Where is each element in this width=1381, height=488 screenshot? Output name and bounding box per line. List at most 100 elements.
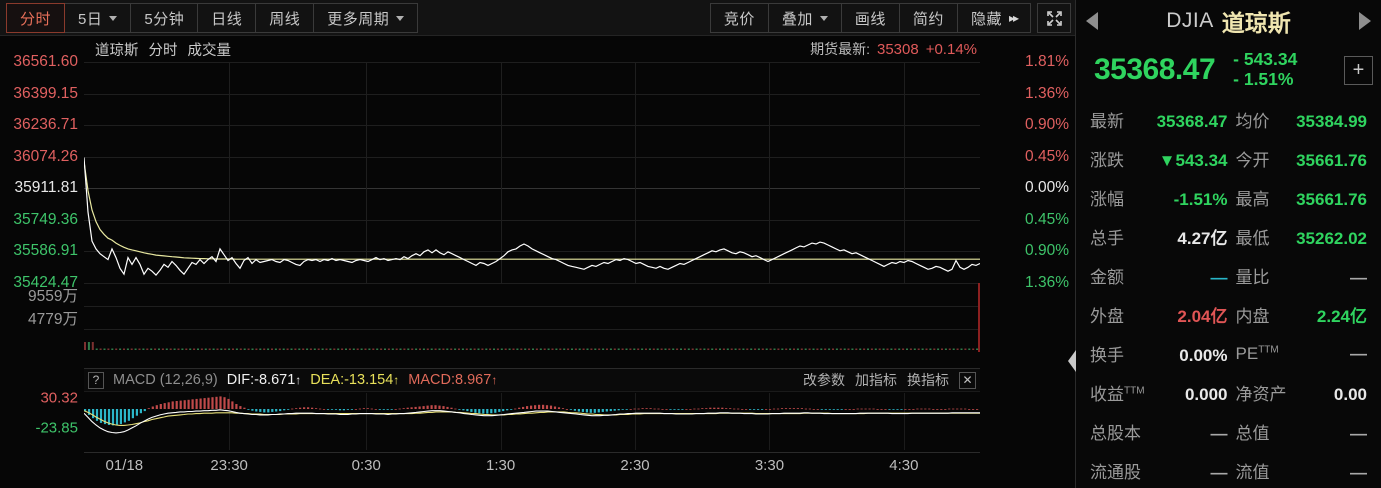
macd-histogram-bar [342,409,345,411]
macd-histogram-bar [95,409,99,421]
macd-histogram-bar [641,408,644,409]
price-tick-2: 36236.71 [13,116,78,134]
volume-bar [173,348,176,350]
volume-bar [500,348,503,350]
period-button-label: 分时 [20,10,52,28]
tool-button-3[interactable]: 简约 [899,3,958,33]
volume-bar [695,348,698,350]
next-stock-arrow-icon[interactable] [1359,12,1371,30]
volume-tick-1: 4779万 [28,311,78,328]
quote-row: 外盘 2.04亿 内盘 2.24亿 [1090,295,1369,334]
volume-bar [220,348,223,350]
macd-histogram-bar [115,409,119,425]
macd-histogram-bar [932,409,935,410]
macd-histogram-bar [749,409,752,410]
add-indicator-button[interactable]: 加指标 [855,372,897,388]
macd-histogram-bar [474,409,477,413]
toolbar-tools-group: 竞价 叠加 画线 简约 隐藏 ▸▸ [704,0,1075,35]
tool-button-0[interactable]: 竞价 [709,3,769,33]
tool-button-2[interactable]: 画线 [841,3,900,33]
volume-bar [629,348,632,350]
volume-bar [890,348,893,350]
add-to-watchlist-button[interactable]: + [1344,55,1373,85]
macd-histogram-bar [725,408,728,409]
macd-histogram-bar [275,409,278,412]
quote-label-right: 净资产 [1235,385,1287,404]
period-button-0[interactable]: 分时 [6,3,66,33]
volume-bar [259,348,262,350]
volume-bar [329,348,332,350]
macd-gridline [903,393,905,450]
macd-histogram-bar [139,409,142,414]
macd-histogram-bar [737,408,740,410]
period-button-2[interactable]: 5分钟 [131,3,199,33]
volume-bar [789,348,792,350]
volume-bar [902,348,905,350]
help-icon[interactable]: ? [88,371,104,389]
tool-button-4[interactable]: 隐藏 ▸▸ [957,3,1031,33]
panel-collapse-handle[interactable] [1067,340,1076,382]
volume-bar [504,348,507,350]
macd-dea-value: DEA:-13.154↑ [310,372,400,388]
macd-histogram-bar [239,406,242,409]
volume-bar [434,348,437,350]
volume-bar [598,348,601,350]
volume-bar [123,348,125,350]
previous-stock-arrow-icon[interactable] [1086,12,1098,30]
macd-histogram-bar [629,409,632,410]
period-button-1[interactable]: 5日 [65,3,132,33]
volume-bar [606,348,608,350]
quote-cell: 净资产 0.00 [1230,380,1370,405]
volume-bar [960,348,963,350]
volume-bar [95,348,98,350]
macd-histogram-bar [434,405,437,409]
volume-bar [555,348,558,350]
quote-label-right: 最高 [1235,190,1270,209]
volume-bar [419,348,421,350]
period-button-5[interactable]: 更多周期 [314,3,419,33]
volume-bar [493,348,495,350]
quote-cell: 流值 — [1230,458,1370,483]
macd-histogram-bar [255,409,258,412]
macd-histogram-bar [573,409,576,411]
macd-plot[interactable] [84,393,980,450]
macd-histogram-bar [832,409,835,410]
volume-bar [161,348,164,350]
macd-histogram-bar [350,409,353,410]
quote-value-right: 2.24亿 [1316,307,1367,326]
volume-bar [232,348,234,350]
tool-button-1[interactable]: 叠加 [768,3,842,33]
volume-bar [812,348,815,350]
macd-histogram-bar [912,409,915,410]
macd-histogram-bar [665,409,668,410]
macd-histogram-bar [972,409,975,410]
macd-histogram-bar [761,409,764,410]
macd-histogram-bar [864,408,867,410]
volume-bar [738,348,741,350]
volume-plot[interactable] [84,283,980,352]
macd-histogram-bar [366,408,369,409]
macd-histogram-bar [549,405,553,409]
change-params-button[interactable]: 改参数 [803,372,845,388]
gridline-h [84,94,980,95]
quote-cell: 均价 35384.99 [1230,107,1370,132]
switch-indicator-button[interactable]: 换指标 [907,372,949,388]
fullscreen-icon[interactable] [1037,3,1071,33]
period-button-4[interactable]: 周线 [256,3,315,33]
macd-histogram-bar [824,409,827,410]
time-tick-5: 3:30 [754,457,785,474]
macd-histogram-bar [526,406,529,409]
gridline-v [366,62,368,283]
period-button-3[interactable]: 日线 [198,3,257,33]
macd-tick-0: 30.32 [40,389,78,407]
macd-histogram-bar [852,409,855,410]
quote-cell: 金额 — [1090,263,1230,288]
volume-bar [742,348,745,350]
macd-histogram-bar [741,409,744,410]
macd-histogram-bar [593,409,596,413]
macd-histogram-bar [92,409,95,419]
volume-bar [933,348,936,350]
volume-bar [637,348,640,350]
close-icon[interactable]: ✕ [959,371,976,389]
volume-bar [321,348,324,350]
